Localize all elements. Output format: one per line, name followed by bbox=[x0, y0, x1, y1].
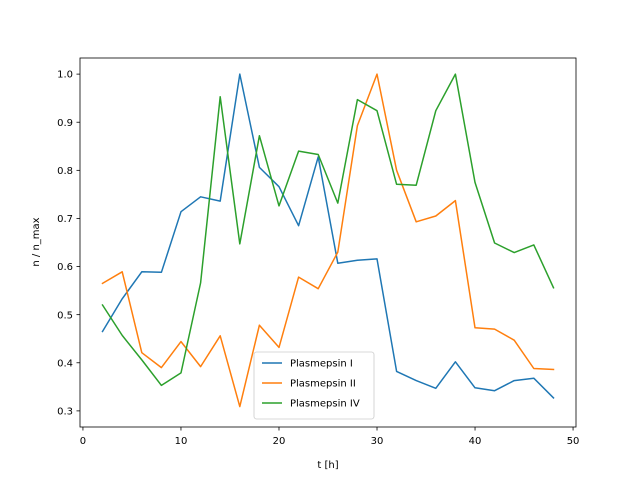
series-lines bbox=[101, 73, 555, 408]
series-line-3 bbox=[101, 73, 555, 387]
x-tick-label: 50 bbox=[567, 436, 580, 447]
y-tick-label: 0.4 bbox=[57, 358, 73, 369]
y-tick-label: 0.6 bbox=[57, 262, 73, 273]
y-axis-title: n / n_max bbox=[31, 217, 42, 266]
y-tick-label: 0.3 bbox=[57, 406, 73, 417]
legend-label-2: Plasmepsin II bbox=[290, 379, 356, 390]
legend-box bbox=[253, 351, 375, 420]
legend: Plasmepsin I Plasmepsin II Plasmepsin IV bbox=[253, 351, 375, 420]
plot-area-frame bbox=[79, 57, 577, 428]
series-line-1 bbox=[101, 73, 555, 399]
x-tick-label: 10 bbox=[175, 436, 188, 447]
y-tick-label: 0.9 bbox=[57, 118, 73, 129]
legend-label-3: Plasmepsin IV bbox=[290, 399, 360, 410]
x-tick-label: 0 bbox=[80, 436, 86, 447]
x-tick-label: 30 bbox=[371, 436, 384, 447]
y-tick-label: 0.8 bbox=[57, 166, 73, 177]
x-tick-label: 20 bbox=[273, 436, 286, 447]
x-axis: 0 10 20 30 40 50 bbox=[80, 427, 580, 447]
x-axis-title: t [h] bbox=[317, 460, 338, 471]
y-tick-label: 0.5 bbox=[57, 310, 73, 321]
y-axis: 0.3 0.4 0.5 0.6 0.7 0.8 0.9 1.0 bbox=[57, 70, 80, 417]
y-tick-label: 0.7 bbox=[57, 214, 73, 225]
y-tick-label: 1.0 bbox=[57, 70, 73, 81]
legend-label-1: Plasmepsin I bbox=[290, 359, 353, 370]
series-line-2 bbox=[101, 73, 555, 408]
x-tick-label: 40 bbox=[469, 436, 482, 447]
